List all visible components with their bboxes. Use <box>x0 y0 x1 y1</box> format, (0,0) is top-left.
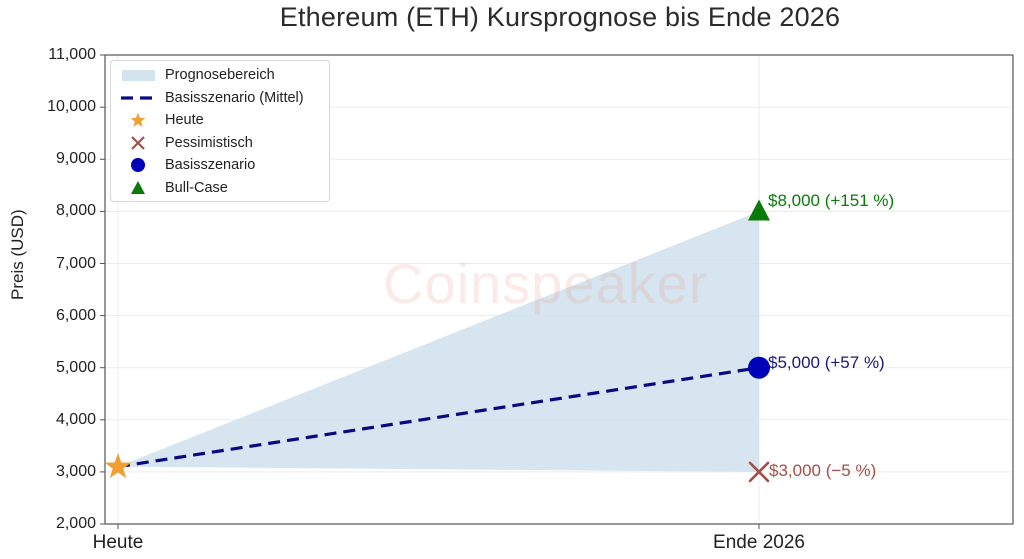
base-scenario-circle-marker <box>748 356 770 379</box>
legend-label: Basisszenario <box>165 157 256 173</box>
forecast-range-area <box>118 211 759 472</box>
legend: Prognosebereich Basisszenario (Mittel) H… <box>110 60 330 202</box>
dashed-line-icon <box>111 87 165 109</box>
legend-item-base-line: Basisszenario (Mittel) <box>111 87 329 109</box>
x-mark-icon <box>111 132 165 154</box>
legend-item-bull: Bull-Case <box>111 177 329 199</box>
y-tick-label: 2,000 <box>55 515 96 532</box>
heute-star-marker <box>104 453 132 479</box>
base-scenario-dashed-line <box>117 366 760 469</box>
y-tick-label: 8,000 <box>55 202 96 220</box>
legend-label: Prognosebereich <box>165 67 275 83</box>
y-tick-label: 3,000 <box>55 462 96 480</box>
x-tick-label: Ende 2026 <box>713 532 805 553</box>
y-tick-label: 9,000 <box>55 150 96 168</box>
bull-case-triangle-marker <box>748 199 770 221</box>
legend-item-base: Basisszenario <box>111 154 329 176</box>
y-tick-label: 4,000 <box>55 410 96 428</box>
y-tick-label: 7,000 <box>55 254 96 272</box>
legend-item-range: Prognosebereich <box>111 64 329 86</box>
bull-case-annotation: $8,000 (+151 %) <box>768 191 895 210</box>
star-icon <box>111 109 165 131</box>
y-tick-label: 11,000 <box>48 46 96 63</box>
legend-item-heute: Heute <box>111 109 329 131</box>
y-tick-label: 10,000 <box>47 98 96 116</box>
legend-label: Pessimistisch <box>165 134 253 151</box>
legend-label: Heute <box>165 112 204 128</box>
y-tick-label: 5,000 <box>55 358 96 376</box>
circle-icon <box>111 154 165 176</box>
y-tick-label: 6,000 <box>55 306 96 324</box>
chart-title: Ethereum (ETH) Kursprognose bis Ende 202… <box>279 2 841 32</box>
base-scenario-annotation: $5,000 (+57 %) <box>768 353 885 372</box>
area-swatch-icon <box>111 64 165 86</box>
triangle-icon <box>111 177 165 199</box>
pessimistic-annotation: $3,000 (−5 %) <box>769 461 877 480</box>
legend-label: Bull-Case <box>165 179 228 196</box>
x-tick-label: Heute <box>92 532 144 553</box>
legend-item-pessimistic: Pessimistisch <box>111 132 329 154</box>
legend-label: Basisszenario (Mittel) <box>165 89 304 106</box>
pessimistic-x-marker <box>748 461 770 483</box>
watermark: Coinspeaker <box>383 252 709 315</box>
